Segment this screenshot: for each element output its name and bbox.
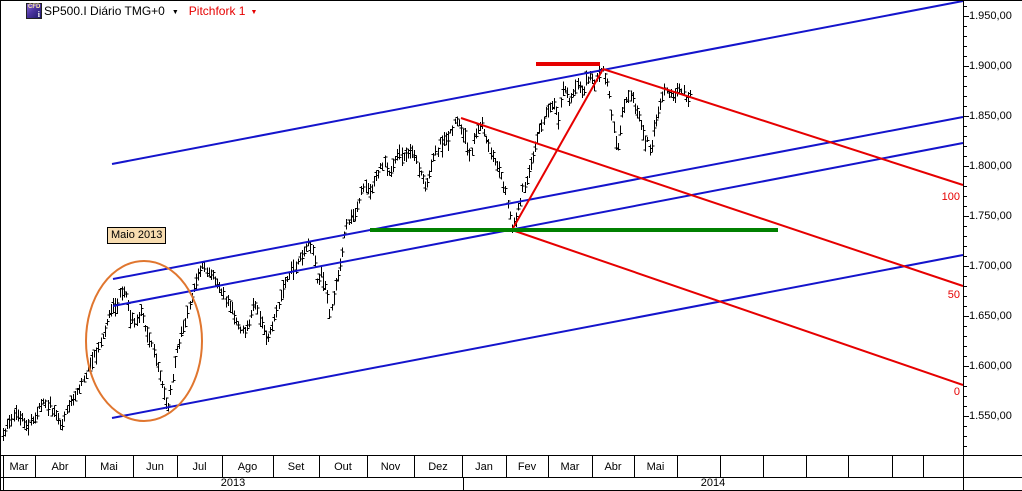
x-axis-month-label: Mai — [646, 461, 665, 473]
pitchfork-lines[interactable] — [460, 68, 964, 386]
symbol-dropdown-arrow-icon[interactable]: ▼ — [171, 8, 179, 16]
x-axis-month-label: Jun — [146, 461, 164, 473]
price-axis-label: 1.600,00 — [969, 360, 1012, 372]
ohlc-bars-path — [1, 63, 693, 441]
info-icon: i — [37, 10, 40, 19]
price-axis-label: 1.950,00 — [969, 10, 1012, 22]
x-axis-month-label: Abr — [604, 461, 622, 473]
pitchfork-level-label-0: 0 — [953, 386, 960, 398]
pitchfork-level-label-100: 100 — [941, 191, 960, 203]
x-axis-month-label: Mai — [100, 461, 118, 473]
pitchfork-prong-0 — [511, 229, 964, 386]
x-axis-month-label: Mar — [560, 461, 580, 473]
price-axis-label: 1.550,00 — [969, 410, 1012, 422]
x-axis-year-2014: 2014 — [700, 477, 726, 489]
price-axis-label: 1.750,00 — [969, 210, 1012, 222]
x-axis-month-label: Abr — [51, 461, 69, 473]
channel-trendlines[interactable] — [111, 0, 964, 419]
price-axis-label: 1.850,00 — [969, 110, 1012, 122]
chart-header: CFD i SP500.I Diário TMG+0 ▼ Pitchfork 1… — [26, 2, 257, 20]
x-axis-month-label: Mar — [9, 461, 29, 473]
pitchfork-prong-100 — [602, 68, 964, 186]
x-axis-month-label: Nov — [380, 461, 401, 473]
cfd-instrument-icon: CFD i — [26, 3, 42, 19]
x-axis-month-label: Dez — [428, 461, 448, 473]
x-axis-month-label: Set — [287, 461, 305, 473]
x-axis-month-label: Out — [334, 461, 352, 473]
x-axis-month-label: Ago — [237, 461, 258, 473]
pitchfork-prong-50 — [460, 117, 964, 287]
price-axis-label: 1.700,00 — [969, 260, 1012, 272]
ellipse-highlight[interactable] — [85, 260, 203, 422]
pitchfork-selector[interactable]: Pitchfork 1 — [188, 4, 246, 18]
symbol-selector[interactable]: SP500.I Diário TMG+0 — [44, 4, 165, 18]
annotation-label-maio-2013[interactable]: Maio 2013 — [107, 227, 167, 244]
pitchfork-level-label-50: 50 — [947, 289, 960, 301]
price-axis-label: 1.650,00 — [969, 310, 1012, 322]
pitchfork-dropdown-arrow-icon[interactable]: ▼ — [250, 8, 258, 16]
x-axis-month-label: Jul — [192, 461, 207, 473]
price-axis-label: 1.900,00 — [969, 60, 1012, 72]
x-axis-year-2013: 2013 — [220, 477, 246, 489]
ohlc-bars — [1, 63, 693, 441]
cfd-icon-text: CFD — [28, 4, 41, 10]
x-axis-month-label: Fev — [517, 461, 537, 473]
price-axis-label: 1.800,00 — [969, 160, 1012, 172]
x-axis-month-label: Jan — [475, 461, 493, 473]
